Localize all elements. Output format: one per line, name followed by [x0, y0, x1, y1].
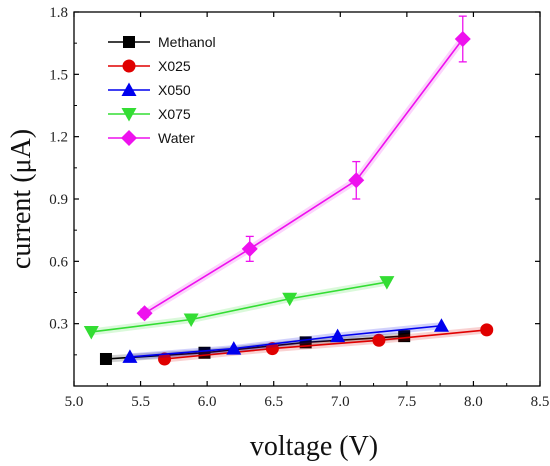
data-point	[241, 240, 258, 257]
x-tick-label: 5.5	[131, 394, 150, 410]
series-water	[136, 15, 471, 322]
legend-marker-water	[121, 130, 137, 146]
data-point	[480, 323, 494, 337]
y-tick-label: 1.8	[49, 5, 68, 21]
series-water-line	[144, 38, 464, 314]
x-tick-label: 7.0	[331, 394, 350, 410]
data-point	[330, 328, 346, 343]
legend: Methanol X025 X050 X075 Water	[108, 34, 216, 146]
data-point	[136, 305, 153, 322]
series-layer	[83, 15, 494, 366]
x-tick-label: 5.0	[65, 394, 84, 410]
data-point	[122, 349, 138, 363]
legend-label-x075: X075	[158, 106, 191, 122]
data-point	[348, 172, 365, 189]
data-point	[372, 333, 386, 347]
data-point	[99, 352, 112, 365]
data-point	[454, 31, 471, 48]
y-tick-label: 0.3	[49, 317, 68, 333]
legend-marker-x050	[121, 82, 137, 96]
x-tick-label: 7.5	[397, 394, 416, 410]
series-x025-line	[164, 329, 487, 360]
data-point	[433, 318, 449, 332]
legend-label-x025: X025	[158, 58, 191, 74]
series-x075-line	[91, 281, 388, 333]
data-point	[398, 330, 411, 343]
data-point	[183, 313, 199, 328]
legend-marker-x025	[122, 59, 136, 73]
data-point	[83, 325, 99, 340]
data-point	[265, 342, 279, 356]
data-point	[282, 292, 298, 307]
series-methanol-line	[105, 335, 405, 360]
y-axis-title: current (μA)	[6, 129, 37, 269]
legend-marker-x075	[121, 108, 137, 122]
legend-label-x050: X050	[158, 82, 191, 98]
axes: 5.0 5.5 6.0 6.5 7.0 7.5 8.0 8.5 0.3 0.6 0.9 1.2 1.5 1…	[49, 5, 549, 410]
x-tick-label: 6.5	[264, 394, 283, 410]
x-tick-label: 6.0	[198, 394, 217, 410]
y-tick-label: 1.2	[49, 130, 68, 146]
x-tick-label: 8.0	[464, 394, 483, 410]
y-tick-label: 0.9	[49, 192, 68, 208]
data-point	[226, 341, 242, 355]
series-x075	[83, 276, 395, 340]
legend-label-water: Water	[158, 130, 195, 146]
legend-marker-methanol	[123, 36, 135, 48]
series-x025	[158, 323, 494, 366]
x-axis-title: voltage (V)	[250, 431, 378, 462]
y-tick-label: 1.5	[49, 67, 68, 83]
data-point	[158, 352, 172, 366]
y-tick-label: 0.6	[49, 254, 68, 270]
legend-label-methanol: Methanol	[158, 34, 216, 50]
series-x050-line	[129, 324, 442, 358]
data-point	[379, 276, 395, 290]
series-water-halo	[141, 35, 467, 317]
x-tick-label: 8.5	[531, 394, 550, 410]
series-x050	[122, 318, 449, 363]
